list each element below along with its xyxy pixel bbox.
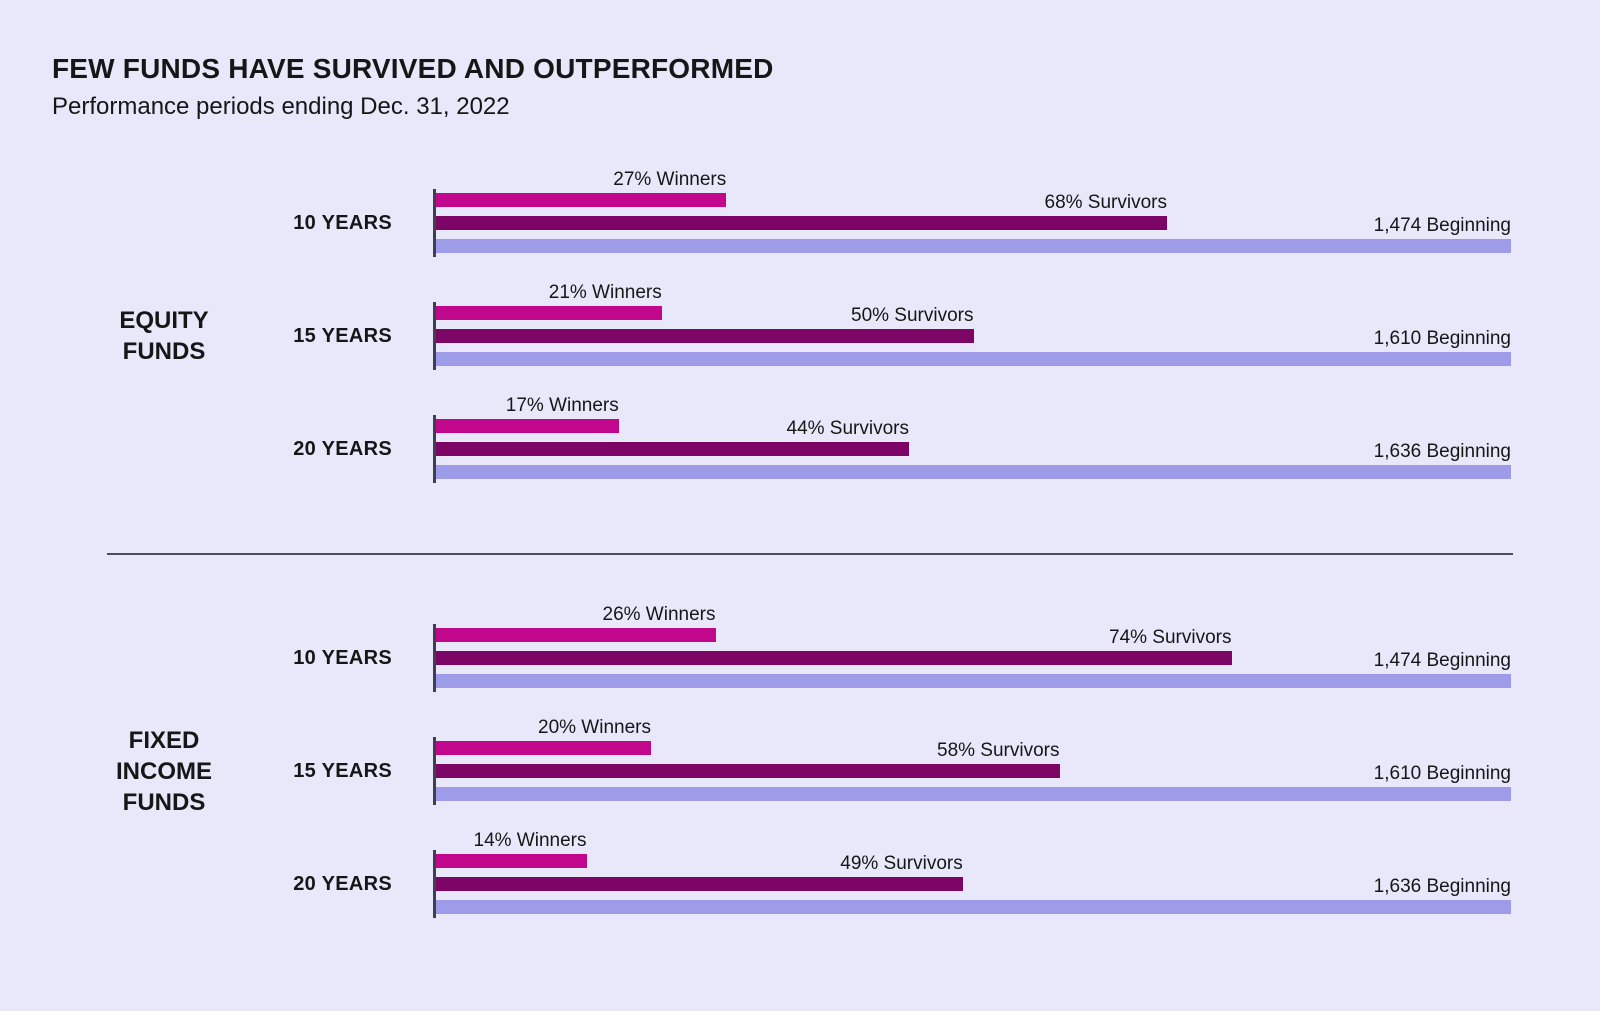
- bar-plot: 14% Winners 49% Survivors 1,636 Beginning: [433, 831, 1511, 918]
- survivors-bar: 58% Survivors: [436, 741, 1060, 778]
- chart-page: FEW FUNDS HAVE SURVIVED AND OUTPERFORMED…: [0, 0, 1600, 918]
- chart-header: FEW FUNDS HAVE SURVIVED AND OUTPERFORMED…: [0, 0, 1600, 121]
- bar-plot: 17% Winners 44% Survivors 1,636 Beginning: [433, 396, 1511, 483]
- survivors-bar: 74% Survivors: [436, 628, 1232, 665]
- group-label-line: FUNDS: [122, 338, 206, 365]
- group-label: EQUITY FUNDS: [52, 305, 262, 367]
- beginning-bar: 1,474 Beginning: [436, 216, 1511, 253]
- survivors-bar: 68% Survivors: [436, 193, 1167, 230]
- period-label: 20 YEARS: [293, 872, 392, 895]
- chart-title: FEW FUNDS HAVE SURVIVED AND OUTPERFORMED: [52, 53, 774, 84]
- survivors-value-label: 58% Survivors: [937, 740, 1060, 761]
- beginning-bar: 1,636 Beginning: [436, 877, 1511, 914]
- beginning-bar: 1,610 Beginning: [436, 329, 1511, 366]
- period-row: 20 YEARS 17% Winners 44% Survivors 1,636 Be…: [262, 396, 1511, 483]
- period-row: 20 YEARS 14% Winners 49% Survivors 1,636 Be…: [262, 831, 1511, 918]
- group-divider: [107, 553, 1513, 555]
- survivors-bar: 44% Survivors: [436, 419, 909, 456]
- period-label: 10 YEARS: [293, 211, 392, 234]
- period-row: 10 YEARS 27% Winners 68% Survivors 1,474 Be…: [262, 170, 1511, 257]
- winners-bar: 21% Winners: [436, 283, 662, 320]
- bar-plot: 27% Winners 68% Survivors 1,474 Beginning: [433, 170, 1511, 257]
- beginning-bar: 1,636 Beginning: [436, 442, 1511, 479]
- survivors-bar: 49% Survivors: [436, 854, 963, 891]
- survivors-bar: 50% Survivors: [436, 306, 974, 343]
- period-row: 10 YEARS 26% Winners 74% Survivors 1,474 Be…: [262, 605, 1511, 692]
- survivors-value-label: 50% Survivors: [851, 305, 974, 326]
- bar-plot: 21% Winners 50% Survivors 1,610 Beginning: [433, 283, 1511, 370]
- survivors-value-label: 74% Survivors: [1109, 627, 1232, 648]
- winners-bar: 14% Winners: [436, 831, 587, 868]
- beginning-bar: 1,474 Beginning: [436, 651, 1511, 688]
- period-label: 15 YEARS: [293, 759, 392, 782]
- fund-group-section: FIXED INCOME FUNDS 10 YEARS 26% Winners 74% S…: [0, 605, 1600, 918]
- period-rows: 10 YEARS 27% Winners 68% Survivors 1,474 Be…: [262, 170, 1511, 483]
- beginning-value-label: 1,610 Beginning: [1373, 328, 1511, 349]
- beginning-value-label: 1,474 Beginning: [1373, 215, 1511, 236]
- chart-area: EQUITY FUNDS 10 YEARS 27% Winners 68% Surviv…: [0, 170, 1600, 918]
- group-label-line: EQUITY: [119, 307, 209, 334]
- winners-value-label: 26% Winners: [602, 604, 716, 625]
- period-row: 15 YEARS 20% Winners 58% Survivors 1,610 Be…: [262, 718, 1511, 805]
- beginning-value-label: 1,636 Beginning: [1373, 441, 1511, 462]
- period-label: 20 YEARS: [293, 437, 392, 460]
- survivors-value-label: 49% Survivors: [840, 853, 963, 874]
- winners-bar: 20% Winners: [436, 718, 651, 755]
- survivors-value-label: 68% Survivors: [1044, 192, 1168, 213]
- group-label-line: FUNDS: [122, 788, 206, 816]
- winners-value-label: 14% Winners: [473, 830, 587, 851]
- winners-bar: 17% Winners: [436, 396, 619, 433]
- group-label: FIXED INCOME FUNDS: [52, 725, 262, 818]
- survivors-value-label: 44% Survivors: [786, 418, 910, 439]
- period-label: 10 YEARS: [293, 646, 392, 669]
- beginning-value-label: 1,474 Beginning: [1373, 650, 1511, 671]
- bar-plot: 20% Winners 58% Survivors 1,610 Beginning: [433, 718, 1511, 805]
- winners-value-label: 20% Winners: [538, 717, 651, 738]
- period-label: 15 YEARS: [293, 324, 392, 347]
- group-label-line: FIXED: [128, 726, 200, 754]
- winners-bar: 26% Winners: [436, 605, 716, 642]
- bar-plot: 26% Winners 74% Survivors 1,474 Beginning: [433, 605, 1511, 692]
- winners-value-label: 17% Winners: [505, 395, 619, 416]
- winners-value-label: 27% Winners: [613, 169, 727, 190]
- beginning-value-label: 1,636 Beginning: [1373, 876, 1511, 897]
- beginning-bar: 1,610 Beginning: [436, 764, 1511, 801]
- fund-group-section: EQUITY FUNDS 10 YEARS 27% Winners 68% Surviv…: [0, 170, 1600, 483]
- group-label-line: INCOME: [116, 757, 212, 785]
- period-rows: 10 YEARS 26% Winners 74% Survivors 1,474 Be…: [262, 605, 1511, 918]
- chart-subtitle: Performance periods ending Dec. 31, 2022: [52, 93, 510, 120]
- beginning-value-label: 1,610 Beginning: [1373, 763, 1511, 784]
- period-row: 15 YEARS 21% Winners 50% Survivors 1,610 Be…: [262, 283, 1511, 370]
- winners-bar: 27% Winners: [436, 170, 727, 207]
- winners-value-label: 21% Winners: [548, 282, 662, 303]
